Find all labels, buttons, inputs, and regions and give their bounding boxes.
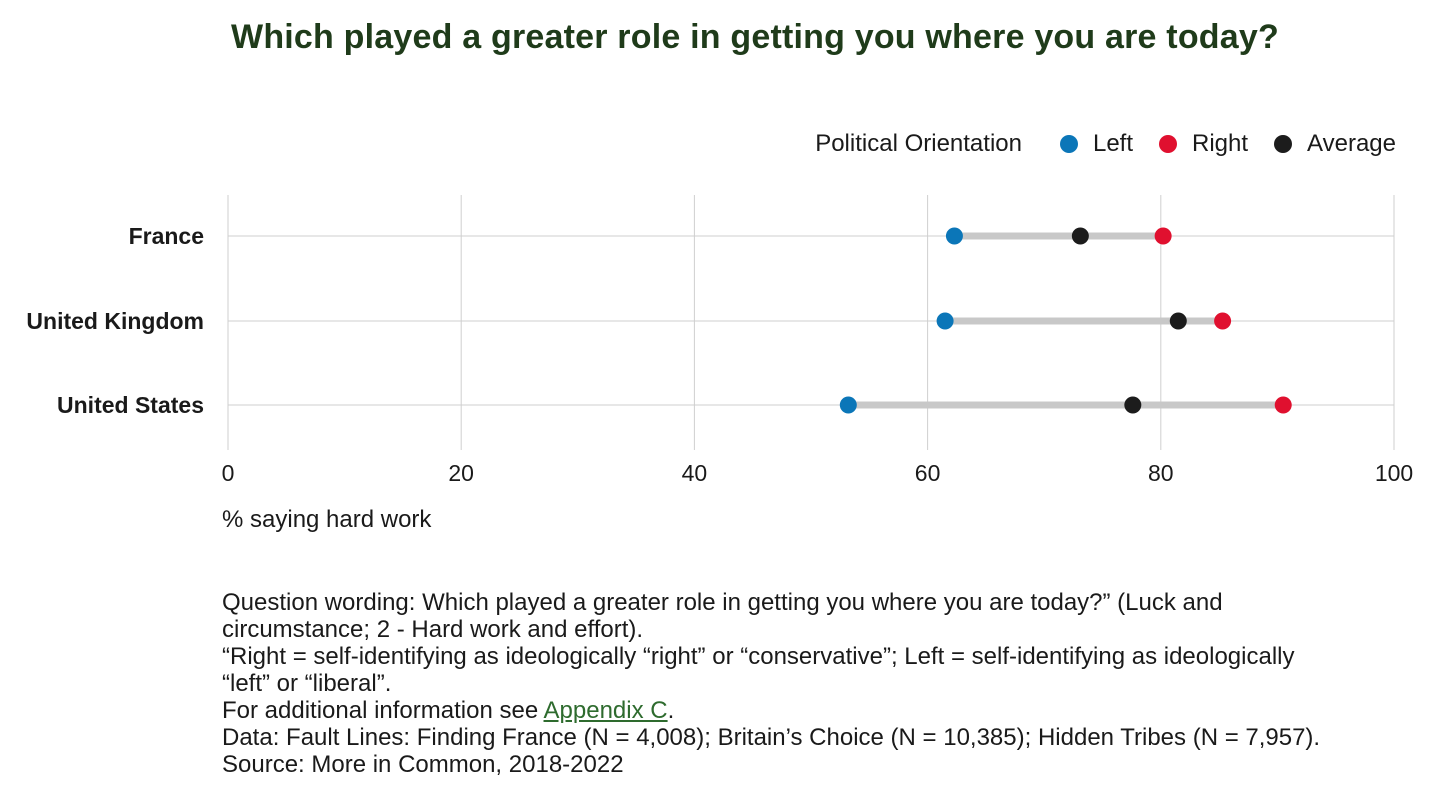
appendix-link[interactable]: Appendix C [543, 697, 668, 724]
point-left [936, 312, 954, 330]
x-tick-label-0: 0 [222, 460, 235, 486]
legend-item-average: Average [1274, 130, 1396, 158]
category-label: France [129, 223, 204, 249]
point-average [1169, 312, 1187, 330]
point-average [1124, 396, 1142, 414]
x-tick-label-80: 80 [1148, 460, 1174, 486]
note-source: Source: More in Common, 2018-2022 [222, 751, 624, 778]
dumbbell-chart: 0 20 40 60 80 100 % saying hard work France Unit… [26, 195, 1413, 533]
note-additional-info-suffix: . [667, 697, 675, 724]
category-label: United Kingdom [26, 308, 204, 334]
legend-dot-average [1274, 135, 1293, 153]
point-left [945, 227, 963, 245]
legend: Political Orientation Left Right Average [815, 130, 1396, 158]
legend-label-average: Average [1307, 130, 1396, 157]
note-definitions-cont: “left” or “liberal”. [222, 670, 392, 697]
chart-notes: Question wording: Which played a greater… [222, 589, 1422, 778]
category-label: United States [57, 392, 204, 418]
legend-label-right: Right [1192, 130, 1249, 157]
legend-item-right: Right [1159, 130, 1248, 158]
legend-label-left: Left [1092, 130, 1133, 157]
legend-dot-right [1159, 135, 1177, 153]
point-average [1071, 227, 1089, 245]
legend-dot-left [1059, 135, 1078, 153]
point-right [1154, 227, 1172, 245]
point-right [1274, 396, 1292, 414]
point-left [839, 396, 857, 414]
note-data-sources: Data: Fault Lines: Finding France (N = 4… [222, 724, 1321, 751]
x-tick-label-20: 20 [448, 460, 474, 486]
x-tick-label-100: 100 [1375, 460, 1413, 486]
legend-title: Political Orientation [815, 130, 1022, 157]
note-additional-info: For additional information see Appendix … [222, 697, 1422, 724]
x-tick-label-40: 40 [682, 460, 708, 486]
note-additional-info-prefix: For additional information see [222, 697, 544, 724]
chart-title: Which played a greater role in getting y… [231, 18, 1279, 56]
point-right [1214, 312, 1232, 330]
x-axis-label: % saying hard work [222, 506, 432, 533]
note-question-wording: Question wording: Which played a greater… [222, 589, 1223, 616]
note-definitions: “Right = self-identifying as ideological… [222, 643, 1295, 670]
x-tick-label-60: 60 [915, 460, 941, 486]
legend-item-left: Left [1059, 130, 1133, 158]
note-question-wording-cont: circumstance; 2 - Hard work and effort). [222, 616, 644, 643]
